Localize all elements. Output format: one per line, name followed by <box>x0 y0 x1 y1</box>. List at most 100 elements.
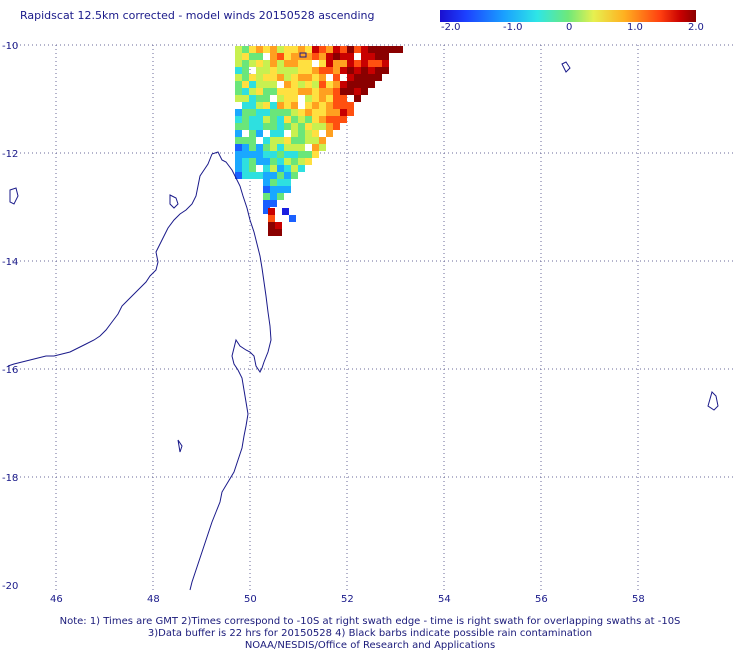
swath-cell <box>389 46 396 53</box>
lon-tick-label: 54 <box>438 594 451 605</box>
swath-cell <box>284 81 291 88</box>
swath-cell <box>375 67 382 74</box>
wind-difference-swath <box>235 46 403 236</box>
swath-cell <box>249 144 256 151</box>
swath-cell <box>235 60 242 67</box>
swath-cell <box>298 109 305 116</box>
swath-cell <box>354 67 361 74</box>
swath-cell <box>256 158 263 165</box>
swath-cell <box>235 81 242 88</box>
swath-cell <box>242 60 249 67</box>
swath-cell <box>284 102 291 109</box>
swath-cell <box>298 60 305 67</box>
swath-cell <box>277 186 284 193</box>
lon-tick-label: 56 <box>535 594 548 605</box>
swath-cell <box>235 95 242 102</box>
swath-cell <box>277 67 284 74</box>
swath-cell <box>270 151 277 158</box>
swath-cell <box>291 123 298 130</box>
swath-cell <box>361 46 368 53</box>
swath-cell <box>319 137 326 144</box>
swath-cell <box>242 67 249 74</box>
swath-cell <box>340 60 347 67</box>
swath-cell <box>298 123 305 130</box>
swath-cell <box>268 229 275 236</box>
swath-cell <box>305 81 312 88</box>
swath-cell <box>249 123 256 130</box>
swath-cell <box>270 172 277 179</box>
swath-cell <box>298 88 305 95</box>
swath-cell <box>249 60 256 67</box>
swath-cell <box>291 130 298 137</box>
swath-cell <box>289 215 296 222</box>
swath-cell <box>291 116 298 123</box>
swath-cell <box>242 158 249 165</box>
swath-cell <box>319 88 326 95</box>
swath-cell <box>298 144 305 151</box>
swath-cell <box>305 151 312 158</box>
swath-cell <box>235 158 242 165</box>
swath-cell <box>270 137 277 144</box>
swath-cell <box>263 179 270 186</box>
lat-tick-label: -16 <box>2 365 18 376</box>
swath-cell <box>256 102 263 109</box>
swath-cell <box>263 144 270 151</box>
swath-cell <box>291 137 298 144</box>
swath-cell <box>284 151 291 158</box>
swath-cell <box>347 109 354 116</box>
swath-cell <box>291 53 298 60</box>
swath-cell <box>319 123 326 130</box>
note-line-1: Note: 1) Times are GMT 2)Times correspon… <box>59 616 681 627</box>
swath-cell <box>326 130 333 137</box>
swath-cell <box>284 137 291 144</box>
swath-cell <box>361 60 368 67</box>
swath-cell <box>270 186 277 193</box>
lon-tick-label: 48 <box>147 594 160 605</box>
swath-cell <box>354 74 361 81</box>
swath-cell <box>256 151 263 158</box>
swath-cell <box>319 60 326 67</box>
swath-cell <box>319 67 326 74</box>
swath-cell <box>291 144 298 151</box>
swath-cell <box>235 151 242 158</box>
swath-cell <box>256 53 263 60</box>
swath-cell <box>249 165 256 172</box>
swath-cell <box>256 109 263 116</box>
swath-cell <box>312 67 319 74</box>
swath-cell <box>312 95 319 102</box>
swath-cell <box>282 208 289 215</box>
swath-cell <box>242 165 249 172</box>
swath-cell <box>284 158 291 165</box>
swath-cell <box>291 172 298 179</box>
swath-cell <box>291 95 298 102</box>
swath-cell <box>319 116 326 123</box>
swath-cell <box>284 172 291 179</box>
swath-cell <box>277 123 284 130</box>
swath-cell <box>305 95 312 102</box>
swath-cell <box>347 60 354 67</box>
swath-cell <box>375 53 382 60</box>
swath-cell <box>305 130 312 137</box>
swath-cell <box>291 158 298 165</box>
swath-cell <box>396 46 403 53</box>
swath-cell <box>305 116 312 123</box>
lat-tick-label: -14 <box>2 257 18 268</box>
swath-cell <box>305 137 312 144</box>
swath-cell <box>256 46 263 53</box>
swath-cell <box>284 179 291 186</box>
swath-cell <box>284 46 291 53</box>
swath-cell <box>340 53 347 60</box>
swath-cell <box>326 88 333 95</box>
swath-cell <box>284 123 291 130</box>
colorbar-tick-label: -1.0 <box>503 22 523 33</box>
swath-cell <box>242 144 249 151</box>
swath-cell <box>242 137 249 144</box>
swath-cell <box>291 81 298 88</box>
swath-cell <box>277 46 284 53</box>
swath-cell <box>305 158 312 165</box>
swath-cell <box>298 130 305 137</box>
swath-cell <box>256 130 263 137</box>
swath-cell <box>347 88 354 95</box>
swath-cell <box>235 88 242 95</box>
swath-cell <box>368 46 375 53</box>
